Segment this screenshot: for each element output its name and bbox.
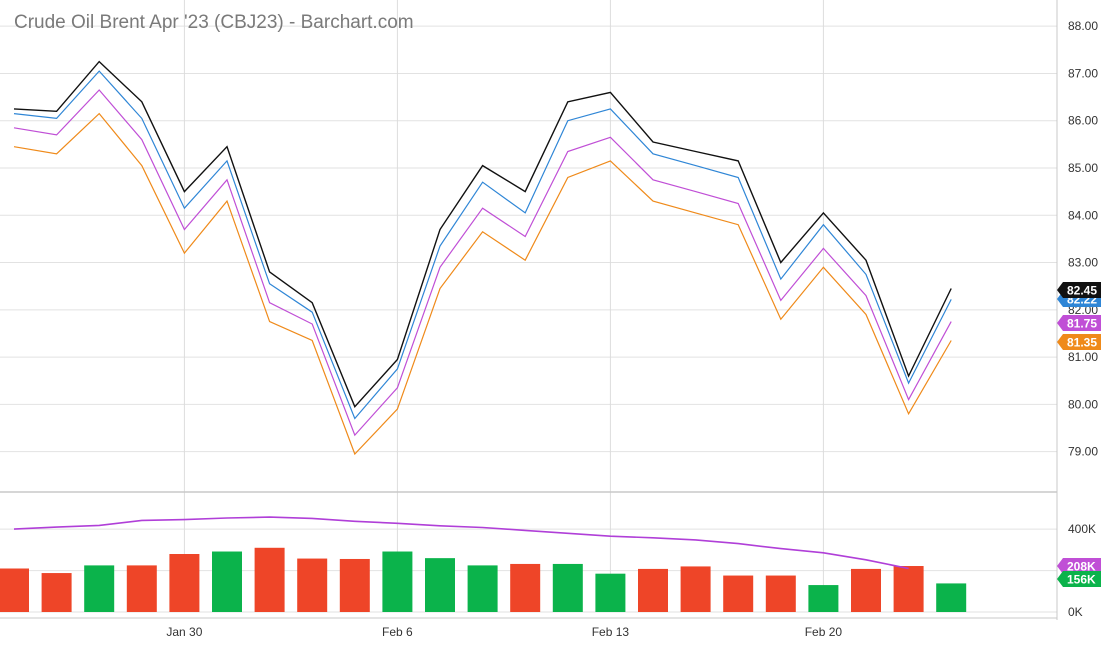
x-tick-label: Feb 13 xyxy=(592,625,630,639)
volume-bar xyxy=(425,558,455,612)
volume-bar xyxy=(254,547,285,612)
price-series xyxy=(13,60,952,456)
price-tick-label: 79.00 xyxy=(1068,445,1098,459)
badge-label: 81.75 xyxy=(1067,317,1097,331)
price-series-line xyxy=(13,70,952,420)
volume-bar xyxy=(126,565,157,612)
x-tick-label: Jan 30 xyxy=(166,625,202,639)
badge-label: 82.45 xyxy=(1067,284,1097,298)
volume-badge: 156K xyxy=(1057,571,1101,587)
volume-bar xyxy=(510,563,541,612)
volume-bar xyxy=(84,565,115,612)
x-tick-label: Feb 20 xyxy=(805,625,843,639)
volume-bar xyxy=(680,566,711,612)
chart-title: Crude Oil Brent Apr '23 (CBJ23) - Barcha… xyxy=(14,12,414,33)
price-tick-label: 87.00 xyxy=(1068,66,1098,80)
volume-bar xyxy=(851,568,881,612)
badge-label: 208K xyxy=(1067,560,1096,574)
volume-average-line xyxy=(13,516,909,570)
volume-tick-label: 400K xyxy=(1068,522,1096,536)
price-tick-label: 84.00 xyxy=(1068,208,1098,222)
badge-shape xyxy=(1057,315,1101,331)
volume-bar xyxy=(595,573,626,612)
volume-bar xyxy=(212,551,242,612)
x-tick-label: Feb 6 xyxy=(382,625,413,639)
price-series-line xyxy=(13,89,952,437)
volume-bar xyxy=(339,558,370,612)
price-series-line xyxy=(13,112,952,456)
volume-badge: 208K xyxy=(1057,558,1101,574)
price-tick-label: 83.00 xyxy=(1068,256,1098,270)
price-series-line xyxy=(13,60,952,408)
price-tick-label: 80.00 xyxy=(1068,397,1098,411)
price-tick-label: 81.00 xyxy=(1068,350,1098,364)
price-badge: 82.45 xyxy=(1057,282,1101,298)
badge-shape xyxy=(1057,282,1101,298)
volume-bar xyxy=(765,575,796,612)
volume-bar xyxy=(467,565,498,612)
badge-label: 156K xyxy=(1067,573,1096,587)
volume-tick-label: 0K xyxy=(1068,605,1083,619)
volume-bar xyxy=(893,566,924,612)
volume-bar xyxy=(808,585,839,612)
badge-shape xyxy=(1057,571,1101,587)
badge-shape xyxy=(1057,334,1101,350)
volume-bar xyxy=(169,554,200,612)
price-tick-label: 85.00 xyxy=(1068,161,1098,175)
volume-bar xyxy=(552,563,583,612)
volume-bar xyxy=(723,575,754,612)
price-tick-label: 86.00 xyxy=(1068,114,1098,128)
badge-label: 81.35 xyxy=(1067,336,1097,350)
price-tick-label: 88.00 xyxy=(1068,19,1098,33)
volume-panel xyxy=(0,516,967,612)
volume-bar xyxy=(936,583,967,612)
price-badge: 81.35 xyxy=(1057,334,1101,350)
volume-bar xyxy=(41,573,72,612)
volume-bar xyxy=(382,551,413,612)
volume-bar xyxy=(0,568,29,612)
volume-bar xyxy=(638,568,668,612)
volume-bar xyxy=(297,558,328,612)
badge-shape xyxy=(1057,558,1101,574)
price-badge: 81.75 xyxy=(1057,315,1101,331)
